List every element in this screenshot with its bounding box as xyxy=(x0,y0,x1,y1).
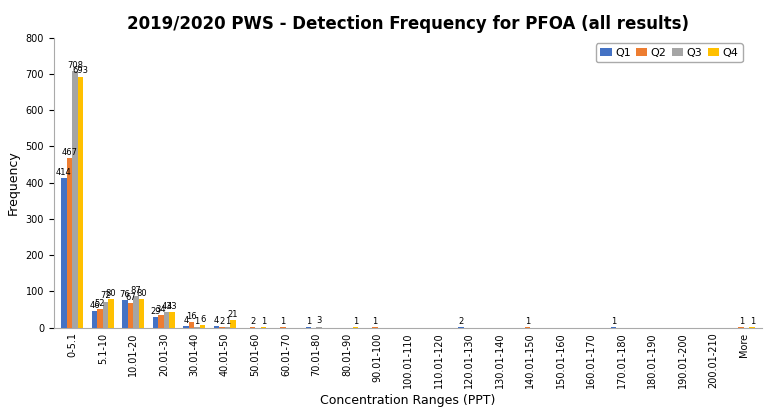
Text: 72: 72 xyxy=(100,291,111,300)
Bar xyxy=(316,326,322,328)
Text: 67: 67 xyxy=(126,293,136,302)
Text: 16: 16 xyxy=(186,312,197,321)
Bar xyxy=(152,317,159,328)
Text: 4: 4 xyxy=(214,316,219,325)
Text: 6: 6 xyxy=(200,315,206,324)
Text: 1: 1 xyxy=(738,317,744,326)
Text: 467: 467 xyxy=(62,148,78,158)
Bar xyxy=(97,309,102,328)
Bar xyxy=(183,326,189,328)
Text: 1: 1 xyxy=(261,317,266,326)
Text: 1: 1 xyxy=(353,317,358,326)
Text: 693: 693 xyxy=(72,66,89,76)
Bar xyxy=(159,315,164,328)
Bar xyxy=(200,326,206,328)
Text: 1: 1 xyxy=(611,317,616,326)
Text: 4: 4 xyxy=(183,316,189,325)
Bar xyxy=(169,312,175,328)
Text: 34: 34 xyxy=(156,305,166,314)
X-axis label: Concentration Ranges (PPT): Concentration Ranges (PPT) xyxy=(320,394,496,407)
Bar xyxy=(72,71,78,328)
Text: 43: 43 xyxy=(161,302,172,311)
Text: 80: 80 xyxy=(105,289,116,297)
Text: 29: 29 xyxy=(150,307,161,316)
Text: 2: 2 xyxy=(219,317,225,326)
Bar xyxy=(250,327,256,328)
Text: 1: 1 xyxy=(195,317,199,326)
Text: 80: 80 xyxy=(136,289,147,297)
Bar xyxy=(458,327,464,328)
Text: 1: 1 xyxy=(525,317,530,326)
Legend: Q1, Q2, Q3, Q4: Q1, Q2, Q3, Q4 xyxy=(596,43,742,62)
Bar xyxy=(189,322,194,328)
Text: 76: 76 xyxy=(119,290,130,299)
Text: 2: 2 xyxy=(458,317,464,326)
Bar xyxy=(139,299,144,328)
Text: 414: 414 xyxy=(56,168,72,176)
Bar xyxy=(78,76,83,328)
Text: 708: 708 xyxy=(67,61,83,70)
Bar xyxy=(128,303,133,328)
Text: 1: 1 xyxy=(306,317,311,326)
Bar xyxy=(133,296,139,328)
Text: 21: 21 xyxy=(228,310,239,319)
Text: 2: 2 xyxy=(250,317,256,326)
Bar xyxy=(214,326,219,328)
Text: 87: 87 xyxy=(131,286,142,295)
Bar xyxy=(109,299,114,328)
Text: 1: 1 xyxy=(372,317,377,326)
Bar xyxy=(122,300,128,328)
Text: 3: 3 xyxy=(316,316,322,326)
Bar xyxy=(230,320,236,328)
Text: 1: 1 xyxy=(225,317,230,326)
Text: 46: 46 xyxy=(89,301,100,310)
Bar xyxy=(102,302,109,328)
Text: 43: 43 xyxy=(167,302,177,311)
Text: 1: 1 xyxy=(280,317,286,326)
Bar xyxy=(62,178,67,328)
Bar xyxy=(164,312,169,328)
Text: 1: 1 xyxy=(750,317,755,326)
Bar xyxy=(67,158,72,328)
Title: 2019/2020 PWS - Detection Frequency for PFOA (all results): 2019/2020 PWS - Detection Frequency for … xyxy=(127,16,689,34)
Text: 52: 52 xyxy=(95,299,105,308)
Y-axis label: Frequency: Frequency xyxy=(7,150,20,215)
Bar xyxy=(92,311,97,328)
Bar xyxy=(219,327,225,328)
